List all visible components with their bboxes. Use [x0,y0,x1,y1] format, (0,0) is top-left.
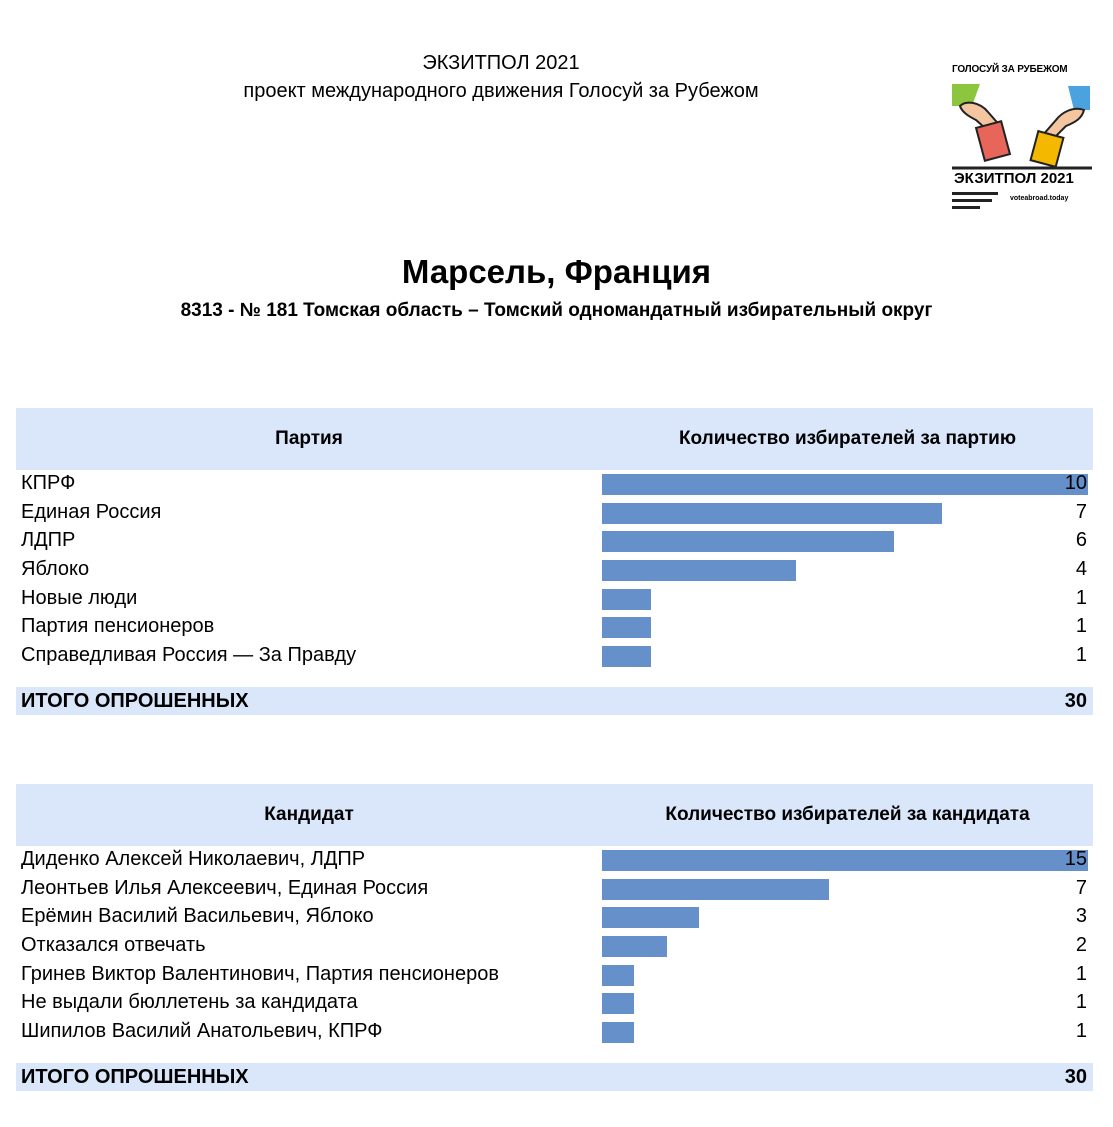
party-name: Яблоко [21,558,90,581]
candidate-row: Леонтьев Илья Алексеевич, Единая Россия 7 [16,875,1093,904]
candidate-row: Гринев Виктор Валентинович, Партия пенси… [16,961,1093,990]
party-row: Единая Россия 7 [16,499,1093,528]
party-name: Справедливая Россия — За Правду [21,644,357,667]
header-title: ЭКЗИТПОЛ 2021 [422,52,580,74]
party-total-label: ИТОГО ОПРОШЕННЫХ [21,689,249,712]
party-value: 7 [1075,500,1087,523]
party-rows: КПРФ 10 Единая Россия 7 ЛДПР 6 Яблоко 4 Новые лю… [16,470,1093,671]
candidate-bar [602,1022,634,1044]
ballot-hands-icon [952,84,1092,170]
party-row: Справедливая Россия — За Правду 1 [16,642,1093,671]
party-value: 1 [1075,615,1087,638]
candidate-name: Шипилов Василий Анатольевич, КПРФ [21,1020,383,1043]
candidate-value: 3 [1075,905,1087,928]
candidate-total-value: 30 [1064,1065,1087,1088]
candidate-row: Шипилов Василий Анатольевич, КПРФ 1 [16,1018,1093,1047]
party-bar [602,531,894,553]
candidate-name: Диденко Алексей Николаевич, ЛДПР [21,848,366,870]
party-name: ЛДПР [21,529,76,552]
party-bar [602,646,651,668]
candidate-row: Отказался отвечать 2 [16,932,1093,961]
candidate-name: Не выдали бюллетень за кандидата [21,991,358,1014]
candidate-value: 7 [1075,876,1087,899]
party-name: КПРФ [21,472,76,494]
candidate-value: 15 [1064,848,1087,870]
candidate-total-row: ИТОГО ОПРОШЕННЫХ 30 [16,1062,1093,1091]
party-row: Партия пенсионеров 1 [16,613,1093,642]
party-row: Новые люди 1 [16,585,1093,614]
candidate-votes-column-header: Количество избирателей за кандидата [665,804,1030,825]
logo-site-text: voteabroad.today [1010,195,1069,202]
candidate-value: 1 [1075,962,1087,985]
candidate-total-label: ИТОГО ОПРОШЕННЫХ [21,1065,249,1088]
candidate-bar [602,936,667,958]
exitpoll-logo: ГОЛОСУЙ ЗА РУБЕЖОМ ЭКЗИТПОЛ 2021 voteabr… [950,62,1094,214]
page-subtitle: 8313 - № 181 Томская область – Томский о… [180,300,933,321]
candidate-row: Диденко Алексей Николаевич, ЛДПР 15 [16,846,1093,875]
candidate-value: 2 [1075,934,1087,957]
candidate-bar [602,878,829,900]
page-title: Марсель, Франция [401,253,712,290]
party-table-header: Партия Количество избирателей за партию [16,408,1093,470]
party-total-value: 30 [1064,689,1087,712]
candidate-value: 1 [1075,991,1087,1014]
party-bar [602,617,651,639]
party-name: Новые люди [21,586,138,609]
candidate-bar [602,993,634,1015]
header-subtitle: проект международного движения Голосуй з… [243,80,759,102]
party-name: Партия пенсионеров [21,615,215,638]
party-bar [602,588,651,610]
candidate-row: Не выдали бюллетень за кандидата 1 [16,989,1093,1018]
candidate-bar [602,907,699,929]
party-value: 1 [1075,644,1087,667]
candidate-name: Гринев Виктор Валентинович, Партия пенси… [21,962,499,985]
candidate-value: 1 [1075,1020,1087,1043]
logo-bottom-text: ЭКЗИТПОЛ 2021 [954,170,1074,187]
candidate-bar [602,964,634,986]
candidate-column-header: Кандидат [264,804,354,825]
logo-top-text: ГОЛОСУЙ ЗА РУБЕЖОМ [952,64,1068,75]
logo-lines-icon [952,192,998,209]
candidate-row: Ерёмин Василий Васильевич, Яблоко 3 [16,903,1093,932]
candidate-name: Отказался отвечать [21,934,206,957]
party-row: ЛДПР 6 [16,527,1093,556]
party-name: Единая Россия [21,500,162,523]
party-bar [602,502,942,524]
party-row: Яблоко 4 [16,556,1093,585]
candidate-name: Леонтьев Илья Алексеевич, Единая Россия [21,876,429,899]
party-value: 1 [1075,586,1087,609]
party-value: 6 [1075,529,1087,552]
candidate-bar [602,850,1088,871]
candidate-rows: Диденко Алексей Николаевич, ЛДПР 15 Леонть… [16,846,1093,1047]
party-table: Партия Количество избирателей за партию … [16,408,1093,715]
party-column-header: Партия [275,428,343,449]
party-row: КПРФ 10 [16,470,1093,499]
candidate-table: Кандидат Количество избирателей за канди… [16,784,1093,1091]
candidate-table-header: Кандидат Количество избирателей за канди… [16,784,1093,846]
party-votes-column-header: Количество избирателей за партию [678,428,1017,449]
party-bar [602,560,796,582]
party-total-row: ИТОГО ОПРОШЕННЫХ 30 [16,686,1093,715]
party-value: 4 [1075,558,1087,581]
party-value: 10 [1064,472,1087,494]
party-bar [602,474,1088,495]
candidate-name: Ерёмин Василий Васильевич, Яблоко [21,905,374,928]
